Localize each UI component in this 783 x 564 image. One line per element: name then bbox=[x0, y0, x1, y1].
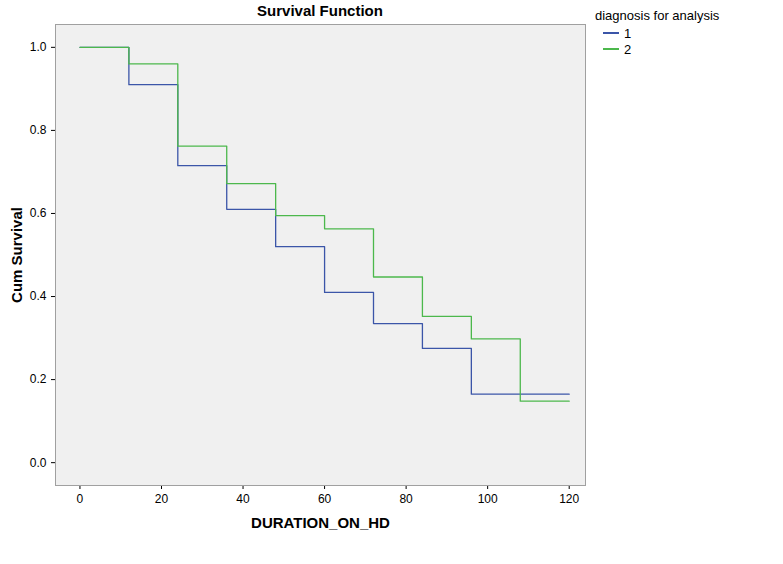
svg-text:0: 0 bbox=[77, 492, 84, 506]
svg-text:80: 80 bbox=[399, 492, 413, 506]
svg-text:100: 100 bbox=[478, 492, 498, 506]
html-text:2: 2 bbox=[624, 41, 632, 57]
html-text:diagnosis for analysis: diagnosis for analysis bbox=[595, 8, 720, 23]
svg-text:DURATION_ON_HD: DURATION_ON_HD bbox=[251, 514, 390, 531]
html-text:Survival Function: Survival Function bbox=[257, 2, 383, 19]
svg-text:60: 60 bbox=[318, 492, 332, 506]
svg-text:0.0: 0.0 bbox=[30, 455, 47, 469]
html-text:1: 1 bbox=[624, 25, 632, 41]
svg-text:0.4: 0.4 bbox=[30, 289, 47, 303]
svg-text:120: 120 bbox=[559, 492, 579, 506]
svg-text:Cum Survival: Cum Survival bbox=[8, 207, 25, 303]
svg-text:0.8: 0.8 bbox=[30, 123, 47, 137]
svg-text:20: 20 bbox=[155, 492, 169, 506]
svg-text:0.6: 0.6 bbox=[30, 206, 47, 220]
svg-text:0.2: 0.2 bbox=[30, 372, 47, 386]
svg-text:40: 40 bbox=[236, 492, 250, 506]
svg-text:1.0: 1.0 bbox=[30, 40, 47, 54]
